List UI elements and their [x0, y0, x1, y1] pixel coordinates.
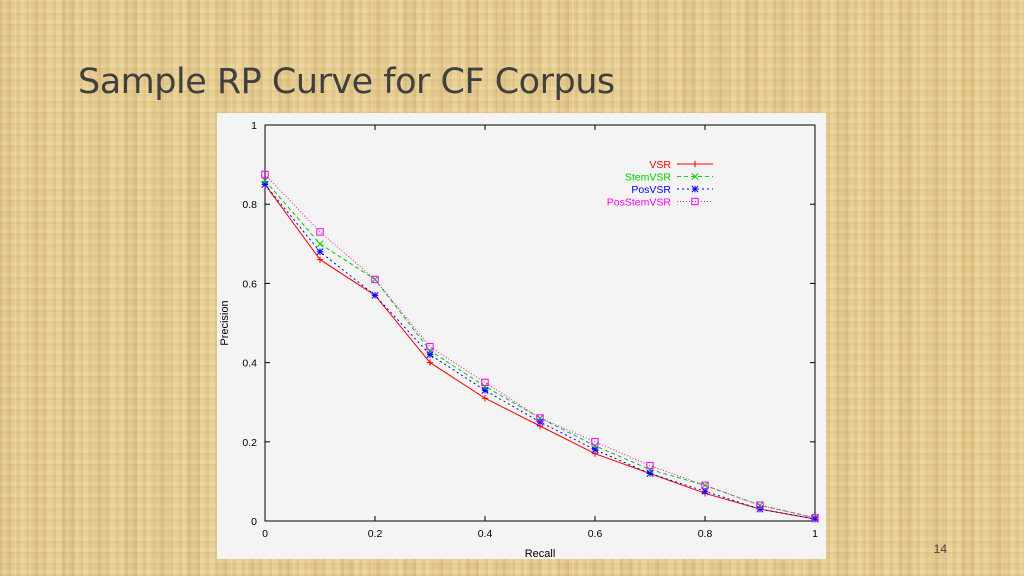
legend-marker	[691, 160, 699, 168]
legend-label: PosStemVSR	[607, 197, 672, 209]
page-number: 14	[933, 542, 947, 556]
y-axis-label: Precision	[219, 300, 231, 345]
data-point	[701, 481, 709, 490]
data-point	[646, 461, 654, 470]
data-point	[591, 446, 599, 454]
data-point	[536, 414, 544, 422]
data-point	[426, 359, 434, 366]
data-point	[536, 418, 544, 426]
x-tick-label: 0.8	[698, 528, 713, 540]
legend-marker	[691, 185, 699, 193]
data-point	[316, 240, 324, 248]
data-point	[481, 395, 489, 402]
legend-label: VSR	[649, 159, 671, 171]
data-point	[481, 386, 489, 394]
plot-frame	[264, 124, 816, 522]
data-point	[371, 275, 379, 284]
series-line-posstemvsr	[264, 174, 816, 519]
series-line-posvsr	[264, 184, 816, 520]
data-point	[426, 351, 434, 359]
data-point	[701, 487, 709, 495]
data-point	[371, 291, 379, 299]
data-point	[261, 170, 269, 179]
chart-svg: 0 0.2 0.4 0.6 0.8 100.20.40.60.81 VSRStemVSRP…	[219, 120, 819, 559]
series-layer	[261, 170, 819, 523]
rp-curve-chart: 0 0.2 0.4 0.6 0.8 1 0 0.2 0.4 0.6 0.8 1 VSR StemVSR P…	[217, 113, 826, 559]
data-point	[481, 378, 489, 387]
data-point	[811, 514, 819, 522]
x-tick-label: 0.4	[478, 528, 493, 540]
axis-ticks: 0 0.2 0.4 0.6 0.8 1 0 0.2 0.4 0.6 0.8 1	[242, 120, 818, 540]
legend-label: StemVSR	[625, 172, 672, 184]
series-line-vsr	[264, 184, 816, 520]
y-tick-label: 0	[251, 516, 257, 528]
data-point	[811, 515, 819, 523]
legend-marker	[691, 172, 699, 181]
series-stemvsr	[261, 176, 819, 522]
data-point	[701, 481, 709, 489]
data-point	[316, 248, 324, 256]
data-point	[316, 228, 324, 236]
data-point	[646, 469, 654, 478]
legend-label: PosVSR	[631, 184, 671, 196]
x-tick-label: 1	[812, 528, 818, 540]
data-point	[261, 180, 269, 188]
y-tick-label: 1	[251, 120, 257, 132]
legend-marker	[691, 197, 699, 206]
data-point	[591, 438, 599, 446]
x-tick-label: 0	[262, 528, 268, 540]
x-tick-label: 0.2	[368, 528, 383, 540]
y-tick-label: 0.6	[242, 278, 257, 290]
x-tick-label: 0.6	[588, 528, 603, 540]
series-posstemvsr	[261, 170, 819, 522]
data-point	[316, 256, 324, 263]
x-axis-label: Recall	[525, 548, 556, 559]
data-point	[371, 275, 379, 283]
series-posvsr	[261, 180, 819, 523]
slide-title: Sample RP Curve for CF Corpus	[78, 62, 615, 102]
y-tick-label: 0.2	[242, 437, 257, 449]
data-point	[426, 343, 434, 351]
series-line-stemvsr	[264, 180, 816, 519]
series-vsr	[261, 181, 819, 523]
data-point	[756, 501, 764, 509]
data-point	[756, 505, 764, 513]
y-tick-label: 0.8	[242, 199, 257, 211]
y-tick-label: 0.4	[242, 358, 257, 370]
